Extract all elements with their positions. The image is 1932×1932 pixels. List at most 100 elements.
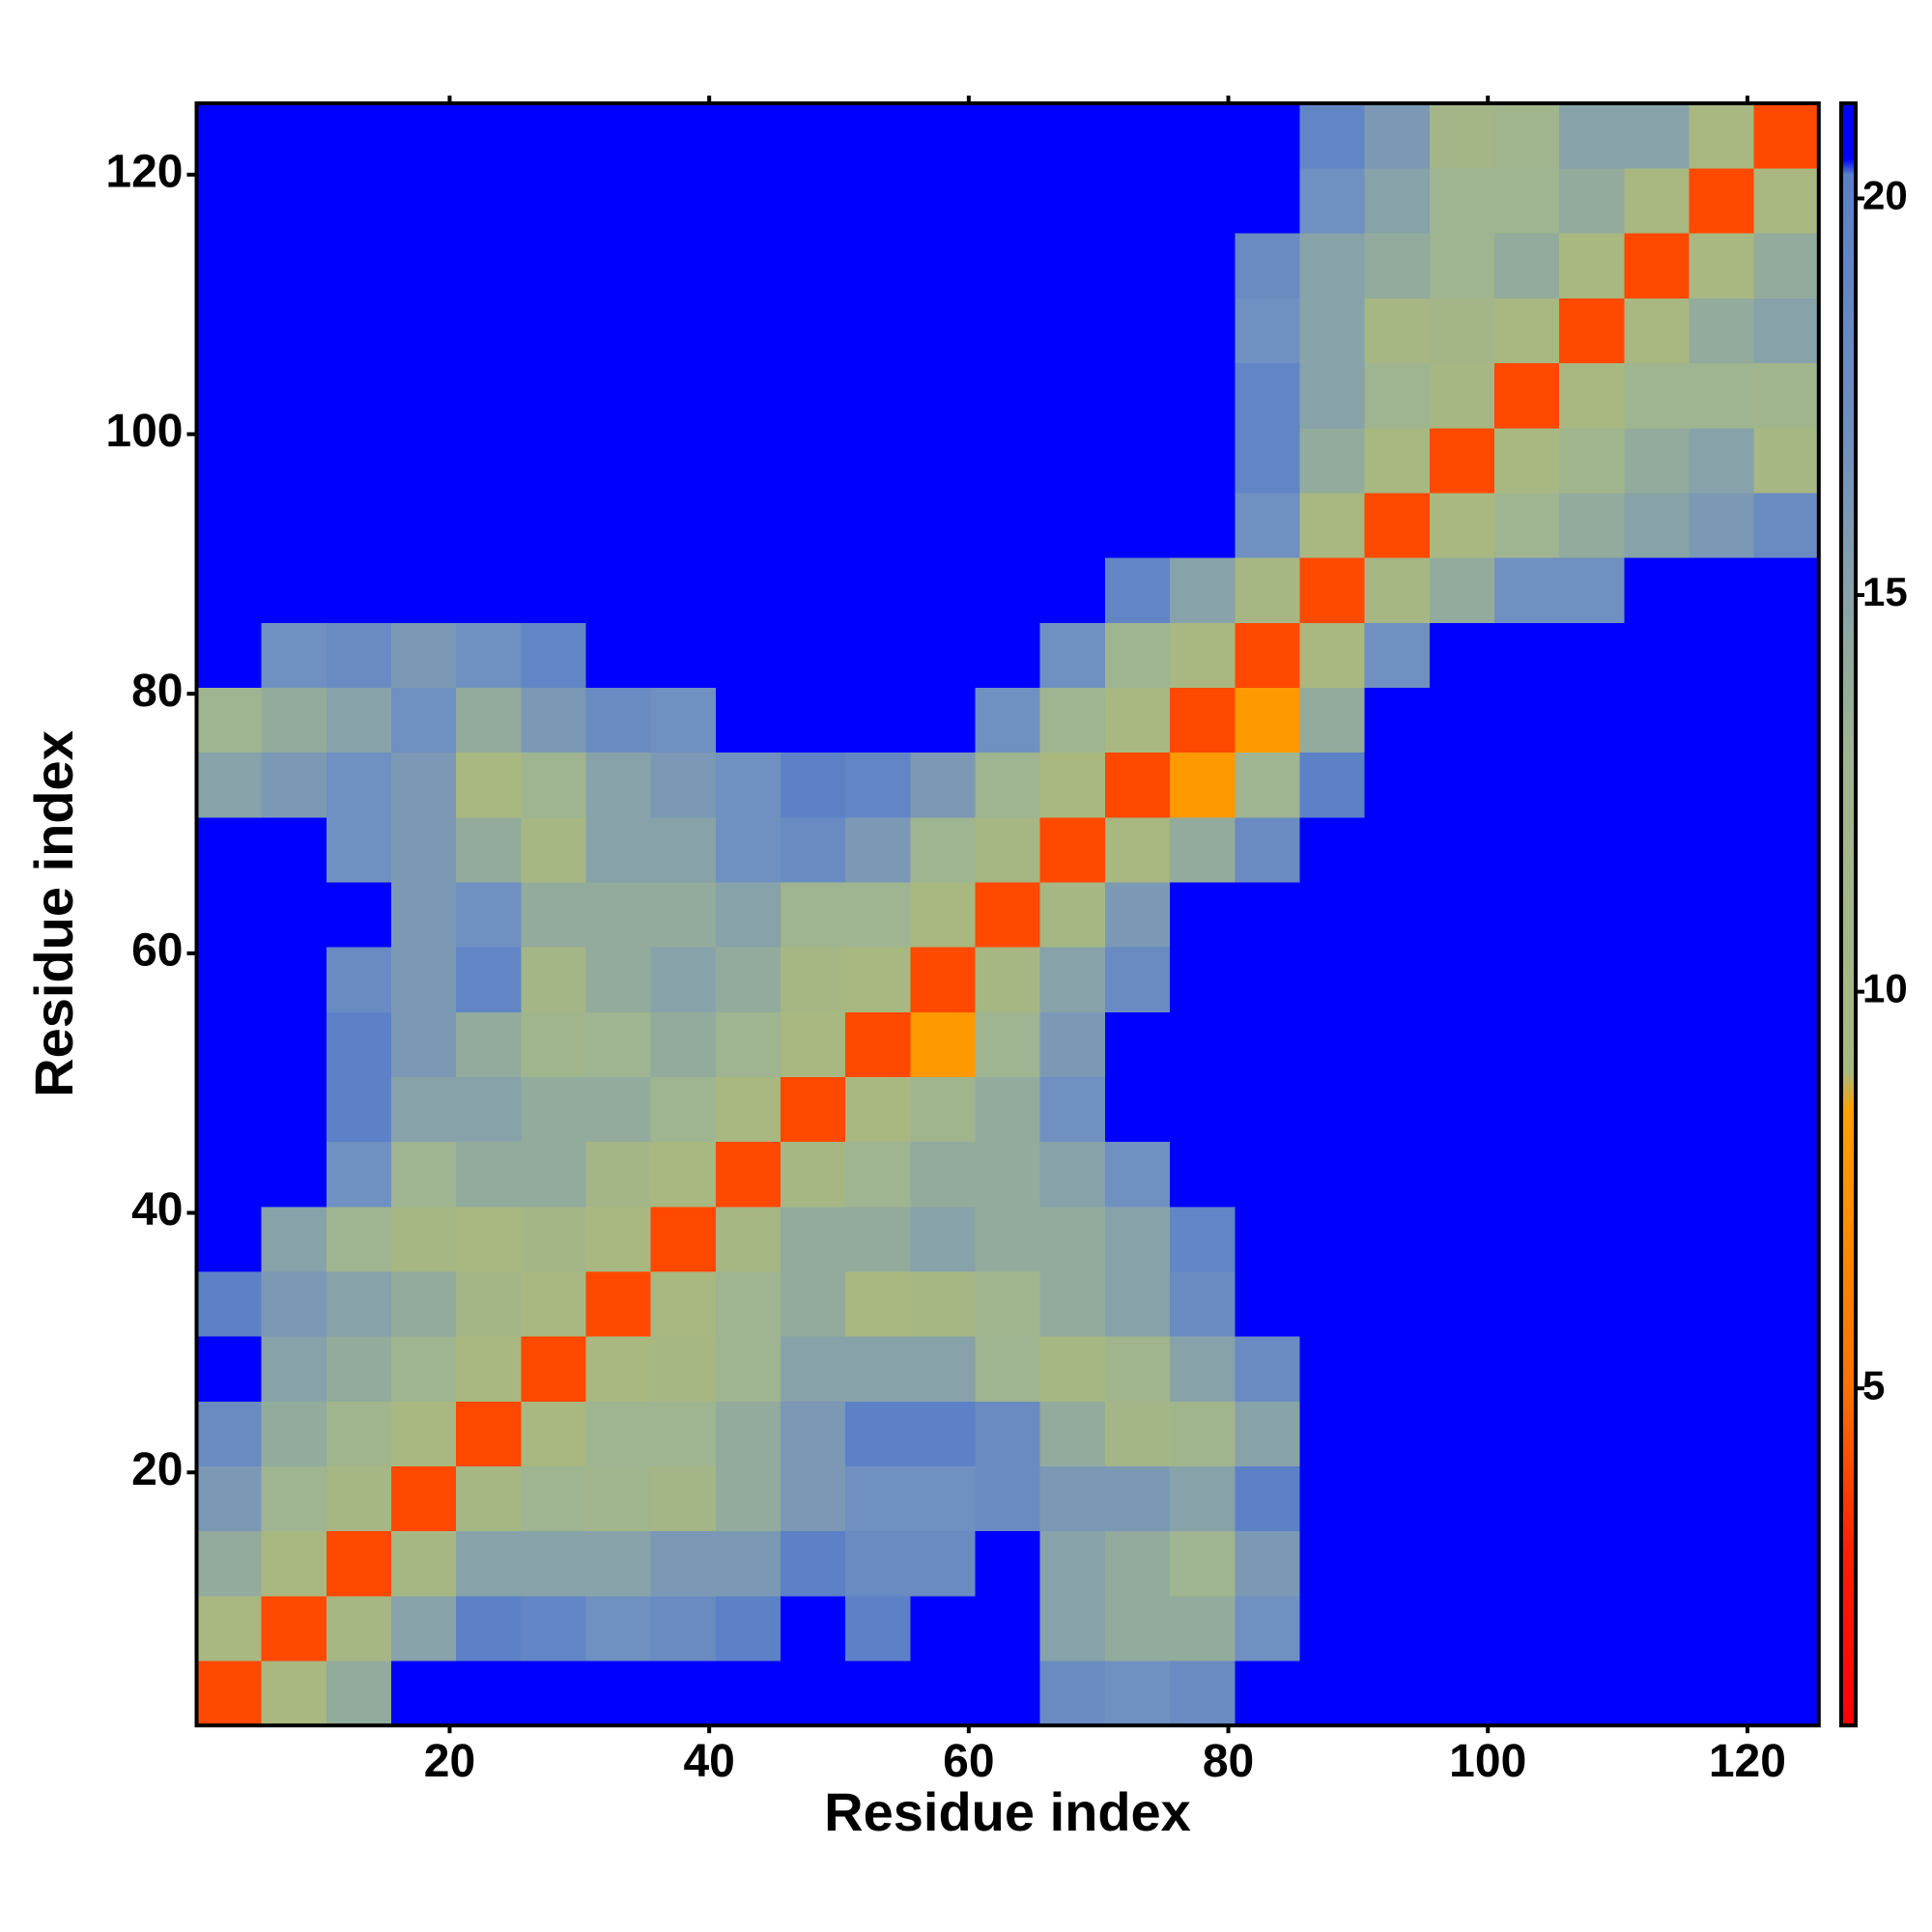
heatmap-cell (1624, 687, 1690, 753)
heatmap-cell (1559, 557, 1625, 623)
heatmap-cell (196, 752, 263, 818)
heatmap-cell (1429, 947, 1495, 1012)
heatmap-cell (1364, 1595, 1431, 1662)
heatmap-cell (1493, 102, 1560, 169)
heatmap-cell (585, 1530, 652, 1597)
heatmap-cell (1624, 752, 1690, 818)
heatmap-cell (1364, 557, 1431, 623)
heatmap-cell (326, 1076, 392, 1143)
heatmap-cell (1624, 1401, 1690, 1467)
heatmap-cell (1104, 427, 1171, 494)
heatmap-cell (715, 622, 781, 688)
y-tick-label: 120 (105, 146, 183, 197)
heatmap-cell (1170, 1141, 1236, 1208)
heatmap-cell (585, 102, 652, 169)
heatmap-cell (715, 1661, 781, 1726)
heatmap-cell (391, 168, 457, 234)
heatmap-cell (910, 622, 977, 688)
y-tick-label: 20 (131, 1444, 183, 1495)
heatmap-cell (715, 1206, 781, 1272)
heatmap-cell (1104, 687, 1171, 753)
heatmap-cell (1429, 1530, 1495, 1597)
heatmap-cell (1104, 1401, 1171, 1467)
heatmap-cell (1493, 752, 1560, 818)
heatmap-cell (781, 1141, 846, 1208)
heatmap-cell (585, 752, 652, 818)
heatmap-cell (1753, 102, 1820, 169)
x-tick-label: 60 (943, 1736, 994, 1787)
heatmap-cell (1559, 1465, 1625, 1532)
heatmap-cell (1753, 1270, 1820, 1337)
heatmap-cell (1559, 1206, 1625, 1272)
heatmap-cell (196, 1011, 263, 1077)
heatmap-cell (1689, 1465, 1755, 1532)
heatmap-cell (781, 1270, 846, 1337)
heatmap-cell (391, 1465, 457, 1532)
heatmap-cell (261, 233, 327, 298)
heatmap-cell (261, 752, 327, 818)
heatmap-cells (196, 102, 1820, 1726)
heatmap-cell (975, 1076, 1041, 1143)
heatmap-cell (1624, 1465, 1690, 1532)
heatmap-cell (391, 1595, 457, 1662)
heatmap-cell (1429, 1401, 1495, 1467)
heatmap-cell (456, 687, 522, 753)
heatmap-cell (456, 1465, 522, 1532)
heatmap-cell (1039, 752, 1106, 818)
heatmap-cell (781, 1206, 846, 1272)
heatmap-cell (1493, 1401, 1560, 1467)
heatmap-cell (261, 947, 327, 1012)
heatmap-cell (196, 881, 263, 948)
heatmap-cell (1299, 557, 1366, 623)
heatmap-cell (1429, 1141, 1495, 1208)
heatmap-cell (975, 947, 1041, 1012)
heatmap-cell (521, 1206, 587, 1272)
heatmap-cell (1104, 1011, 1171, 1077)
heatmap-cell (781, 168, 846, 234)
heatmap-cell (1559, 687, 1625, 753)
heatmap-cell (1624, 557, 1690, 623)
heatmap-cell (391, 102, 457, 169)
heatmap-cell (1624, 233, 1690, 298)
heatmap-cell (326, 557, 392, 623)
heatmap-cell (456, 1011, 522, 1077)
heatmap-cell (391, 1661, 457, 1726)
heatmap-cell (1039, 1336, 1106, 1402)
heatmap-cell (1429, 557, 1495, 623)
heatmap-cell (261, 557, 327, 623)
heatmap-cell (521, 816, 587, 883)
heatmap-cell (1170, 1206, 1236, 1272)
heatmap-cell (1170, 233, 1236, 298)
heatmap-cell (326, 1336, 392, 1402)
heatmap-cell (1429, 1206, 1495, 1272)
heatmap-cell (1170, 1270, 1236, 1337)
heatmap-cell (521, 427, 587, 494)
heatmap-cell (650, 233, 717, 298)
heatmap-cell (1364, 881, 1431, 948)
heatmap-cell (1624, 881, 1690, 948)
colorbar-tick-label: 10 (1862, 966, 1908, 1011)
heatmap-cell (650, 362, 717, 429)
heatmap-cell (715, 687, 781, 753)
heatmap-cell (1364, 102, 1431, 169)
heatmap-cell (1753, 492, 1820, 558)
heatmap-cell (1753, 947, 1820, 1012)
heatmap-cell (326, 492, 392, 558)
heatmap-cell (1689, 622, 1755, 688)
heatmap-cell (196, 168, 263, 234)
heatmap-cell (326, 752, 392, 818)
heatmap-cell (391, 557, 457, 623)
heatmap-cell (1299, 1661, 1366, 1726)
heatmap-cell (1170, 1076, 1236, 1143)
heatmap-cell (781, 622, 846, 688)
heatmap-cell (1689, 1401, 1755, 1467)
heatmap-cell (196, 687, 263, 753)
heatmap-cell (1235, 1530, 1300, 1597)
heatmap-cell (910, 492, 977, 558)
heatmap-cell (1753, 1206, 1820, 1272)
heatmap-cell (845, 1076, 911, 1143)
heatmap-cell (1624, 1076, 1690, 1143)
heatmap-cell (975, 298, 1041, 364)
heatmap-cell (781, 816, 846, 883)
